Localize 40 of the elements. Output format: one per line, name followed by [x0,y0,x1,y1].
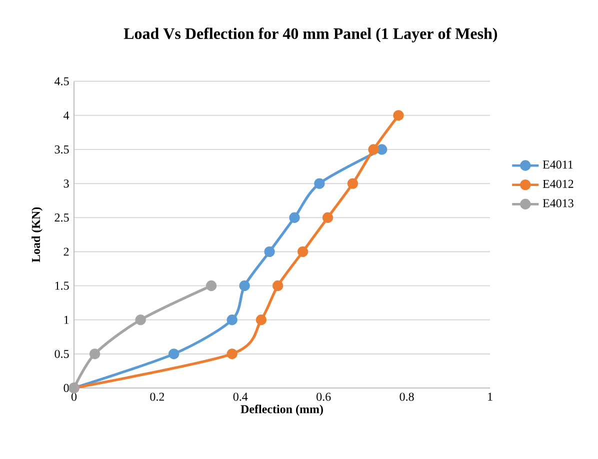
y-tick-label: 3 [64,180,69,188]
y-tick-label: 1 [64,316,69,324]
y-tick-label: 0 [64,384,69,392]
legend-label: E4013 [542,199,574,208]
point [168,348,180,360]
point [206,280,217,292]
y-tick-label: 2.5 [54,214,69,222]
point [256,314,267,326]
x-tick-label: 0.2 [150,392,164,401]
y-tick-label: 1.5 [55,282,69,290]
point [347,178,358,189]
x-axis-title: Deflection (mm) [240,404,323,416]
legend-label: E4012 [542,180,574,188]
point [314,178,325,189]
point [135,314,146,326]
point [297,246,308,258]
point [289,212,300,223]
x-tick-label: 1 [488,392,492,401]
point [226,348,238,360]
y-tick-label: 2 [64,248,69,256]
x-tick-label: 0.4 [233,392,248,401]
point [226,314,238,326]
point [89,348,100,360]
point [322,212,334,223]
point [376,144,388,155]
point [264,246,275,258]
point [239,280,250,292]
y-tick-label: 0.5 [54,350,69,358]
y-axis-title: Load (KN) [32,207,42,262]
chart-title: Load Vs Deflection for 40 mm Panel (1 Layer of Mesh) [124,28,498,42]
x-tick-label: 0 [71,392,77,401]
x-tick-label: 0.8 [400,392,414,401]
legend-label: E4011 [542,160,573,169]
point [368,144,379,155]
y-tick-label: 4 [64,111,70,120]
point [272,280,284,292]
y-tick-label: 4.5 [54,77,69,86]
x-tick-label: 0.6 [316,392,331,401]
y-tick-label: 3.5 [54,145,69,154]
point [393,110,404,121]
